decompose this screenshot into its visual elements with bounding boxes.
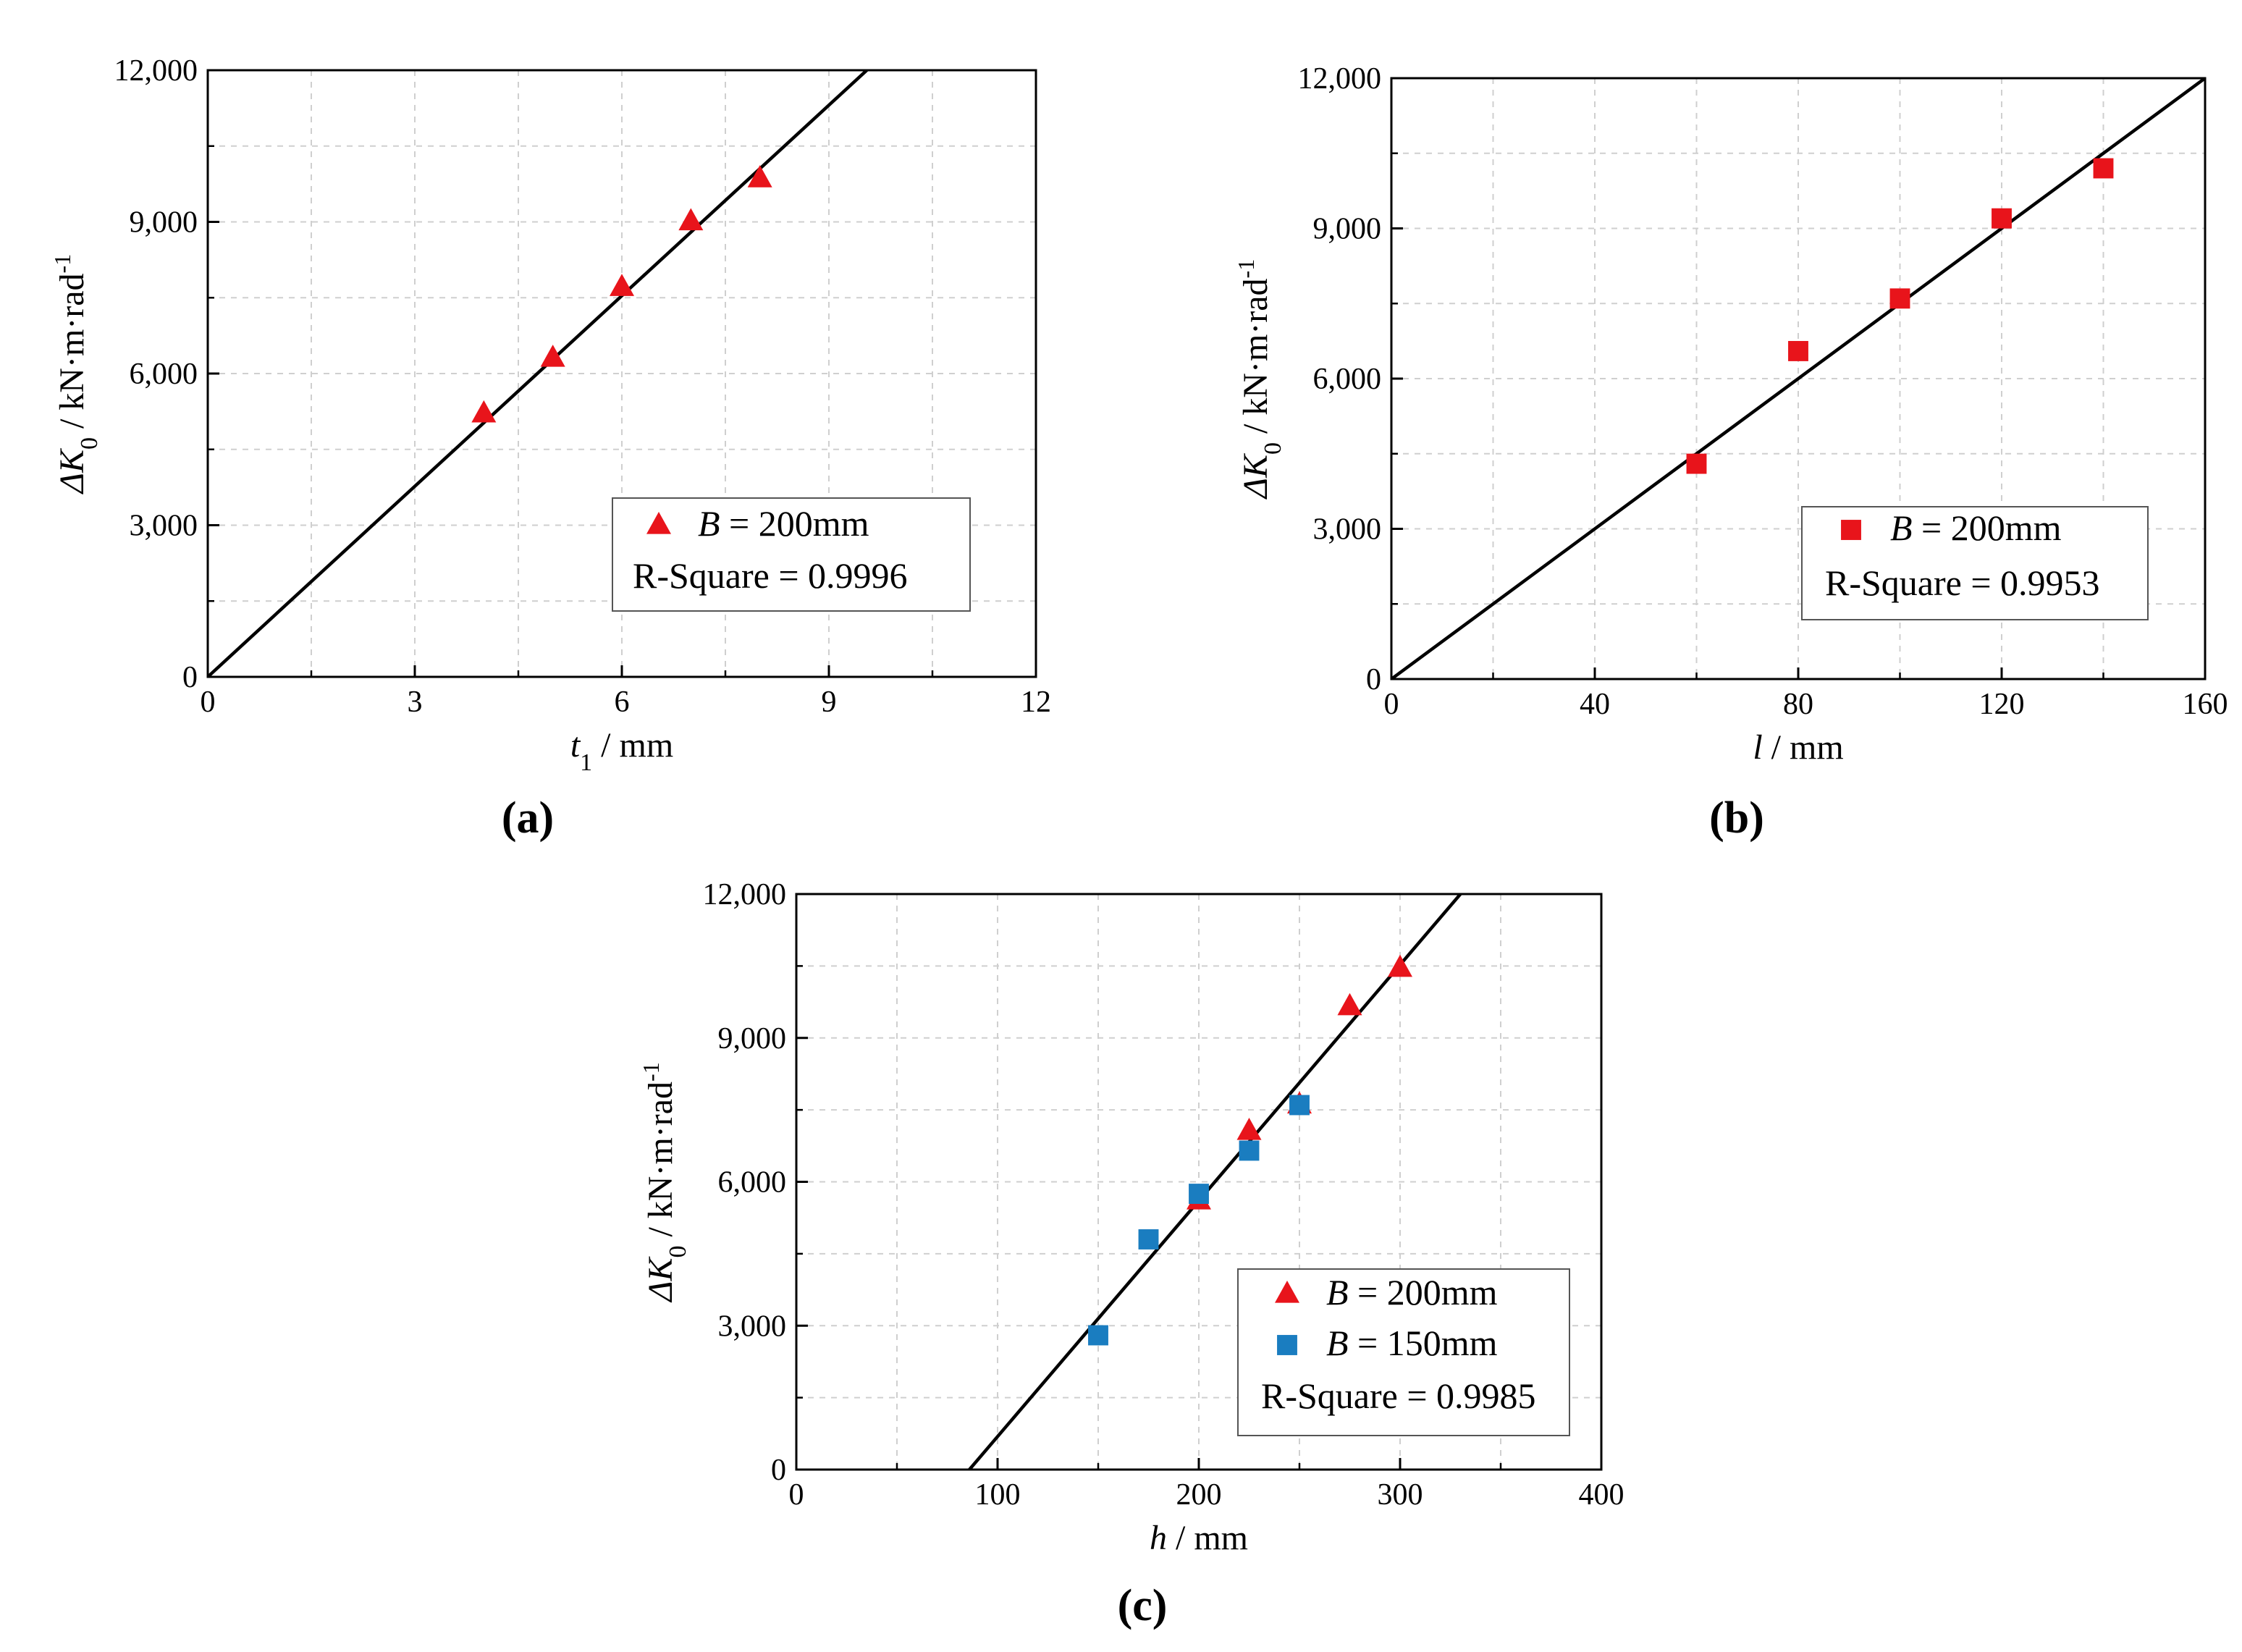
x-axis-label: l / mm bbox=[1753, 728, 1843, 767]
legend-marker bbox=[646, 512, 671, 534]
y-tick-label: 12,000 bbox=[114, 54, 198, 88]
x-tick-label: 40 bbox=[1580, 688, 1610, 721]
legend-marker bbox=[1277, 1335, 1297, 1355]
fit-line bbox=[968, 894, 1462, 1470]
y-tick-label: 9,000 bbox=[1313, 213, 1382, 246]
y-axis-label: ΔK0 / kN·m·rad-1 bbox=[638, 1062, 691, 1302]
legend-marker bbox=[1841, 520, 1861, 540]
r-square-label: R-Square = 0.9985 bbox=[1261, 1375, 1536, 1416]
series-1 bbox=[471, 165, 772, 423]
x-tick-label: 6 bbox=[615, 686, 630, 719]
x-tick-label: 9 bbox=[822, 686, 837, 719]
x-tick-label: 100 bbox=[975, 1478, 1021, 1512]
fit-line bbox=[1391, 78, 2205, 679]
y-tick-label: 6,000 bbox=[718, 1166, 787, 1200]
data-point bbox=[1337, 993, 1362, 1016]
series-1 bbox=[1686, 158, 2114, 474]
x-tick-label: 0 bbox=[1384, 688, 1399, 721]
y-axis-label: ΔK0 / kN·m·rad-1 bbox=[1233, 259, 1286, 500]
y-tick-label: 9,000 bbox=[130, 206, 198, 240]
y-tick-label: 6,000 bbox=[130, 358, 198, 391]
r-square-label: R-Square = 0.9953 bbox=[1825, 562, 2100, 603]
data-point bbox=[1138, 1229, 1159, 1249]
x-tick-label: 300 bbox=[1378, 1478, 1423, 1512]
y-tick-label: 0 bbox=[771, 1454, 786, 1487]
chart-panel-b: 0 40 80 120 160 0 3,000 6,000 9,000 12,000 l / mm Δ… bbox=[1233, 62, 2228, 843]
chart-panel-a: 0 3 6 9 12 0 3,000 6,000 9,000 12,000 t1 / mm ΔK0 /… bbox=[49, 54, 1051, 843]
x-tick-label: 80 bbox=[1783, 688, 1813, 721]
y-tick-label: 0 bbox=[182, 661, 198, 694]
x-tick-label: 160 bbox=[2183, 688, 2228, 721]
data-point bbox=[471, 400, 497, 423]
y-tick-label: 9,000 bbox=[718, 1022, 787, 1055]
legend-entry-label: B = 200mm bbox=[1890, 507, 2062, 548]
legend-entry-label: B = 150mm bbox=[1326, 1323, 1498, 1363]
panel-label: (c) bbox=[1118, 1581, 1168, 1630]
x-tick-label: 400 bbox=[1579, 1478, 1624, 1512]
data-point bbox=[747, 165, 772, 187]
data-point bbox=[1686, 453, 1707, 474]
x-tick-label: 12 bbox=[1021, 686, 1051, 719]
y-tick-label: 6,000 bbox=[1313, 363, 1382, 396]
y-axis-label: ΔK0 / kN·m·rad-1 bbox=[49, 254, 103, 494]
data-point bbox=[1992, 208, 2012, 229]
legend-box bbox=[612, 497, 971, 612]
data-point bbox=[1189, 1184, 1209, 1205]
data-point bbox=[678, 208, 704, 231]
panel-label: (b) bbox=[1709, 793, 1764, 843]
data-point bbox=[1289, 1095, 1310, 1116]
data-point bbox=[1889, 288, 1910, 309]
y-tick-label: 0 bbox=[1366, 663, 1381, 696]
y-tick-label: 12,000 bbox=[1298, 62, 1382, 96]
y-tick-label: 3,000 bbox=[718, 1310, 787, 1343]
series-2 bbox=[1088, 1095, 1310, 1346]
legend-entry-label: B = 200mm bbox=[1326, 1272, 1498, 1312]
data-point bbox=[1788, 341, 1808, 361]
data-point bbox=[2093, 158, 2114, 179]
panel-label: (a) bbox=[502, 793, 554, 843]
legend-marker bbox=[1275, 1281, 1299, 1303]
x-tick-label: 0 bbox=[201, 686, 216, 719]
data-point bbox=[610, 274, 634, 296]
data-point bbox=[1088, 1325, 1108, 1346]
y-tick-label: 3,000 bbox=[130, 510, 198, 543]
x-tick-label: 200 bbox=[1176, 1478, 1222, 1512]
data-point bbox=[1239, 1140, 1260, 1161]
legend-entry-label: B = 200mm bbox=[698, 503, 869, 544]
y-tick-label: 12,000 bbox=[703, 878, 787, 911]
x-tick-label: 120 bbox=[1979, 688, 2025, 721]
chart-panel-c: 0 100 200 300 400 0 3,000 6,000 9,000 12,000 h / m… bbox=[638, 878, 1624, 1630]
y-tick-label: 3,000 bbox=[1313, 513, 1382, 547]
x-axis-label: t1 / mm bbox=[570, 726, 673, 776]
data-point bbox=[1388, 954, 1412, 977]
x-tick-label: 3 bbox=[408, 686, 423, 719]
x-axis-label: h / mm bbox=[1150, 1519, 1248, 1557]
data-point bbox=[540, 345, 565, 367]
r-square-label: R-Square = 0.9996 bbox=[633, 555, 908, 596]
data-point bbox=[1236, 1117, 1262, 1140]
x-tick-label: 0 bbox=[789, 1478, 804, 1512]
